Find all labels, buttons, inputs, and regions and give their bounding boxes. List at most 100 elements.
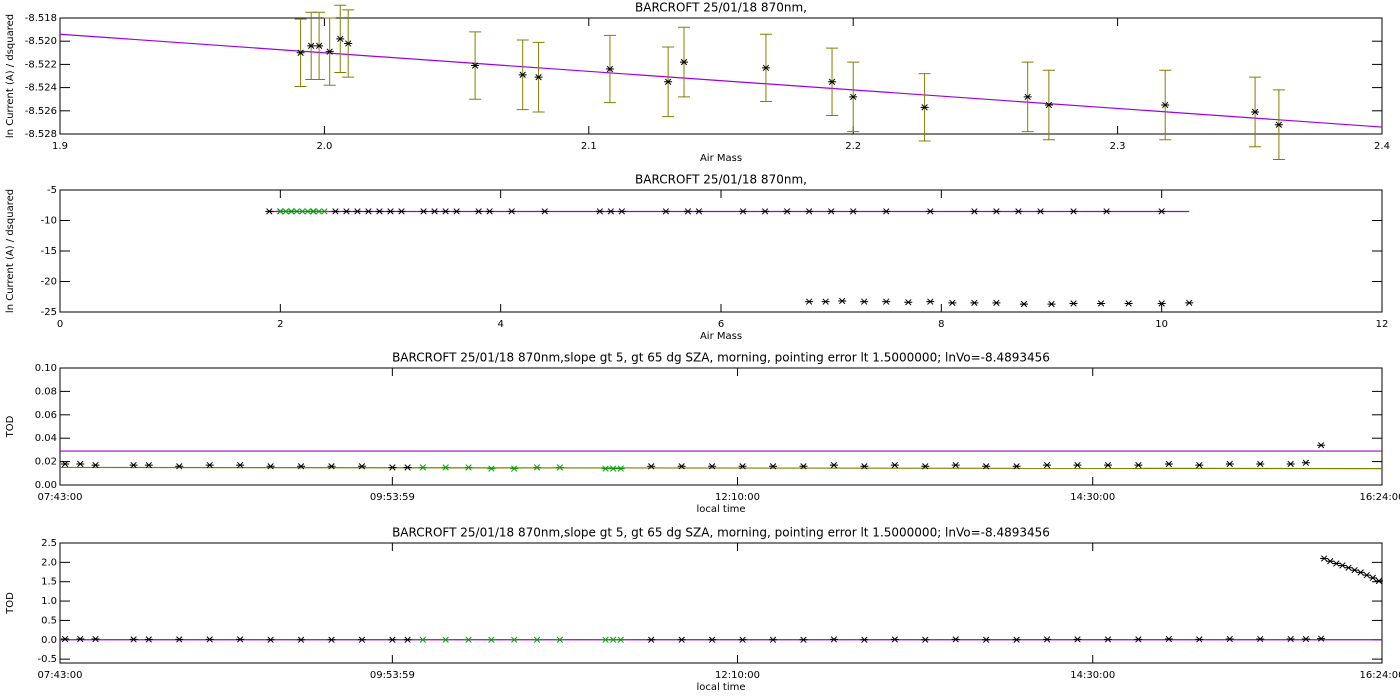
y-tick-label: 0.5 xyxy=(41,615,57,626)
x-tick-label: 12:10:00 xyxy=(715,492,760,503)
data-point xyxy=(683,208,692,215)
data-point xyxy=(76,635,85,643)
data-point xyxy=(205,636,214,643)
data-point xyxy=(487,465,496,472)
data-point xyxy=(890,461,899,469)
data-point xyxy=(471,62,480,69)
fit-line xyxy=(59,33,1383,128)
x-tick-label: 16:24:00 xyxy=(1360,492,1400,503)
data-point xyxy=(1195,461,1204,469)
plot-frame xyxy=(59,189,1383,313)
data-point xyxy=(1012,463,1021,470)
data-point xyxy=(664,78,673,85)
data-point xyxy=(388,636,397,643)
data-point xyxy=(677,463,686,470)
data-point xyxy=(783,208,792,215)
data-point xyxy=(1185,299,1194,307)
y-tick-label: -8.524 xyxy=(25,83,57,94)
chart-title: BARCROFT 25/01/18 870nm,slope gt 5, gt 6… xyxy=(392,526,1050,540)
data-point xyxy=(1332,560,1341,567)
data-point xyxy=(1301,635,1310,643)
x-tick-label: 2.0 xyxy=(316,141,332,152)
data-point xyxy=(533,464,542,471)
data-point xyxy=(1134,636,1143,643)
data-point xyxy=(1047,300,1056,308)
data-point xyxy=(769,463,778,470)
x-tick-label: 09:53:59 xyxy=(370,492,415,503)
data-point xyxy=(1326,558,1335,565)
data-point xyxy=(266,636,275,643)
data-point xyxy=(951,461,960,469)
x-tick-label: 2.4 xyxy=(1374,141,1390,152)
x-tick-label: 12 xyxy=(1376,319,1389,330)
y-tick-label: -8.518 xyxy=(25,13,57,24)
x-axis-label: local time xyxy=(696,504,745,515)
x-tick-label: 1.9 xyxy=(52,141,68,152)
y-tick-label: -8.526 xyxy=(25,106,57,117)
data-point xyxy=(297,636,306,643)
data-point xyxy=(1338,562,1347,569)
data-point xyxy=(129,461,138,469)
data-point xyxy=(738,463,747,470)
data-point xyxy=(61,635,70,643)
data-point xyxy=(342,208,351,215)
data-point xyxy=(1317,635,1326,642)
data-point xyxy=(441,636,450,643)
data-point xyxy=(882,208,891,215)
data-point xyxy=(418,636,427,643)
data-point xyxy=(827,208,836,215)
data-point xyxy=(1023,93,1032,101)
x-tick-label: 07:43:00 xyxy=(38,492,83,503)
data-point xyxy=(144,461,153,469)
data-point xyxy=(403,636,412,643)
data-point xyxy=(1164,635,1173,643)
data-point xyxy=(1044,101,1053,109)
data-point xyxy=(357,636,366,643)
data-point xyxy=(601,465,610,472)
data-point xyxy=(91,461,100,469)
data-point xyxy=(452,208,461,215)
data-point xyxy=(325,48,334,55)
data-point xyxy=(920,104,929,111)
data-point xyxy=(948,299,957,307)
data-point xyxy=(1317,442,1326,449)
x-tick-label: 2 xyxy=(277,319,283,330)
data-point xyxy=(606,208,615,215)
chart-title: BARCROFT 25/01/18 870nm, xyxy=(635,173,807,187)
data-point xyxy=(344,40,353,47)
data-point xyxy=(1164,460,1173,468)
y-tick-label: -15 xyxy=(41,246,57,257)
data-point xyxy=(315,42,324,49)
data-point xyxy=(694,208,703,215)
y-tick-label: -8.528 xyxy=(25,129,57,140)
data-point xyxy=(1073,636,1082,643)
x-tick-label: 12:10:00 xyxy=(715,670,760,681)
data-point xyxy=(533,636,542,643)
data-point xyxy=(860,463,869,470)
data-point xyxy=(1069,208,1078,215)
data-point xyxy=(175,463,184,470)
data-point xyxy=(739,208,748,215)
data-point xyxy=(487,636,496,643)
data-point xyxy=(1069,300,1078,307)
data-point xyxy=(1134,461,1143,469)
data-point xyxy=(1225,635,1234,643)
data-point xyxy=(76,460,85,468)
y-tick-label: -8.520 xyxy=(25,36,57,47)
data-point xyxy=(441,208,450,215)
x-axis-label: Air Mass xyxy=(700,153,742,164)
data-point xyxy=(474,208,483,215)
data-point xyxy=(1301,459,1310,466)
data-point xyxy=(647,636,656,643)
data-point xyxy=(829,636,838,643)
data-point xyxy=(1043,461,1052,469)
data-point xyxy=(926,298,935,305)
data-point xyxy=(430,208,439,215)
data-point xyxy=(882,298,891,305)
data-point xyxy=(205,461,214,469)
data-point xyxy=(1019,300,1028,308)
x-tick-label: 2.1 xyxy=(581,141,597,152)
data-point xyxy=(609,636,618,643)
x-tick-label: 4 xyxy=(497,319,503,330)
y-axis-label: ln Current (A) / dsquared xyxy=(5,14,16,138)
